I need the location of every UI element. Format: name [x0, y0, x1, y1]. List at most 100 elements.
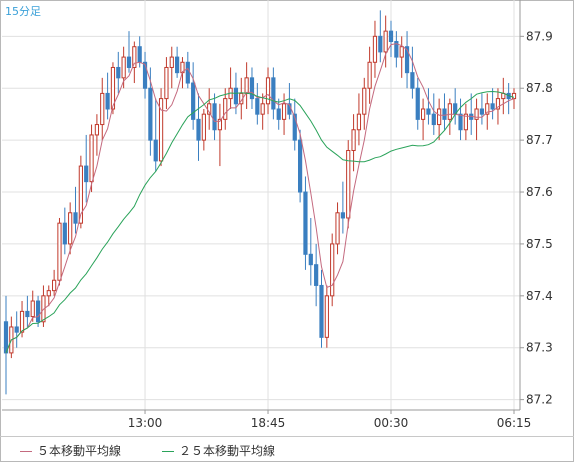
candlestick-chart: 87.2 87.3 87.4 87.5 87.6 87.7 87.8 87.9 13:00 18:… — [2, 0, 553, 430]
x-tick-label: 06:15 — [497, 416, 532, 430]
candle-body-down — [249, 77, 255, 100]
candle-body-up — [447, 103, 452, 120]
candle-body-down — [410, 72, 415, 89]
y-tick-label: 87.9 — [526, 29, 553, 43]
candle-body-down — [298, 139, 303, 193]
candle-body-down — [62, 222, 67, 245]
candle-body-down — [303, 191, 308, 255]
candle-body-up — [463, 113, 468, 131]
candle-body-up — [324, 295, 329, 338]
candle-body-down — [196, 118, 201, 141]
candle-body-down — [73, 212, 78, 224]
candle-body-down — [415, 87, 420, 120]
candle-body-down — [3, 321, 9, 354]
y-tick-label: 87.4 — [526, 289, 553, 303]
y-tick-label: 87.7 — [526, 133, 553, 147]
candle-body-down — [479, 108, 485, 115]
y-tick-label: 87.8 — [526, 81, 553, 95]
candle-body-up — [19, 310, 25, 333]
candle-body-down — [314, 264, 319, 286]
candle-body-up — [201, 113, 206, 141]
candle-body-up — [330, 243, 335, 297]
legend: ５本移動平均線 ２５本移動平均線 — [0, 436, 574, 463]
candle-body-down — [126, 56, 132, 68]
legend-label-ma5: ５本移動平均線 — [37, 444, 122, 458]
candle-body-up — [132, 46, 137, 68]
legend-swatch-ma25 — [162, 451, 174, 452]
timeframe-label: 15分足 — [5, 5, 41, 18]
candle-body-up — [265, 77, 271, 105]
y-tick-label: 87.3 — [526, 341, 553, 355]
legend-item-ma25: ２５本移動平均線 — [162, 442, 275, 459]
legend-swatch-ma5 — [20, 451, 32, 452]
candle-body-up — [399, 46, 404, 58]
candle-body-up — [281, 103, 287, 120]
y-tick-label: 87.5 — [526, 237, 553, 251]
y-tick-label: 87.2 — [526, 393, 553, 407]
candle-body-up — [356, 113, 362, 131]
candle-body-down — [431, 113, 436, 126]
candle-body-up — [57, 222, 62, 281]
candle-body-down — [212, 103, 217, 131]
candle-body-down — [340, 212, 345, 219]
x-tick-label: 13:00 — [128, 416, 163, 430]
x-tick-label: 00:30 — [374, 416, 409, 430]
candle-body-up — [164, 66, 169, 100]
candle-body-up — [383, 30, 388, 53]
candle-body-up — [169, 56, 174, 68]
candle-body-up — [362, 87, 367, 115]
candle-body-up — [420, 108, 426, 120]
legend-item-ma5: ５本移動平均線 — [20, 442, 121, 459]
candle-body-up — [52, 279, 57, 292]
candle-body-up — [346, 150, 351, 219]
candle-body-down — [292, 113, 297, 141]
candle-body-down — [142, 61, 148, 89]
candle-body-up — [158, 98, 164, 162]
candle-body-down — [378, 35, 383, 53]
y-tick-label: 87.6 — [526, 185, 553, 199]
candle-body-up — [351, 129, 356, 152]
candle-body-up — [223, 98, 228, 120]
candle-body-down — [388, 30, 394, 43]
candle-body-down — [276, 108, 281, 120]
candle-body-down — [185, 61, 190, 84]
candle-body-up — [474, 108, 479, 120]
candle-body-down — [148, 87, 153, 141]
ma-line-ma25 — [5, 90, 515, 354]
candle-body-up — [372, 35, 378, 63]
candle-body-down — [426, 108, 431, 115]
candle-body-down — [191, 82, 196, 120]
candle-body-up — [94, 124, 100, 136]
ma-line-ma5 — [5, 43, 515, 354]
candle-body-up — [110, 66, 116, 110]
candle-body-down — [394, 41, 399, 58]
x-tick-label: 18:45 — [251, 416, 286, 430]
candle-body-up — [68, 212, 73, 245]
candle-body-up — [46, 290, 51, 297]
candle-body-down — [35, 300, 41, 323]
candle-body-up — [244, 77, 249, 94]
candle-body-down — [458, 113, 463, 131]
candle-body-down — [319, 284, 324, 338]
candle-body-up — [217, 118, 222, 131]
candle-body-up — [335, 212, 340, 245]
candle-body-up — [100, 92, 105, 126]
candle-body-up — [485, 103, 490, 115]
candle-body-down — [25, 310, 30, 318]
candle-body-up — [121, 56, 126, 79]
candle-body-up — [89, 134, 94, 183]
candle-body-down — [137, 46, 142, 63]
candle-body-up — [511, 92, 517, 100]
candle-body-up — [495, 98, 501, 110]
candle-body-down — [308, 253, 313, 266]
candle-body-down — [84, 165, 89, 183]
candle-body-down — [175, 56, 180, 74]
candle-body-down — [490, 103, 495, 110]
candle-body-up — [30, 300, 35, 318]
candle-body-up — [78, 165, 83, 224]
candle-body-down — [271, 77, 276, 110]
legend-label-ma25: ２５本移動平均線 — [179, 444, 276, 458]
candle-body-down — [442, 108, 447, 120]
candle-body-up — [260, 103, 265, 115]
candle-body-down — [153, 139, 158, 162]
